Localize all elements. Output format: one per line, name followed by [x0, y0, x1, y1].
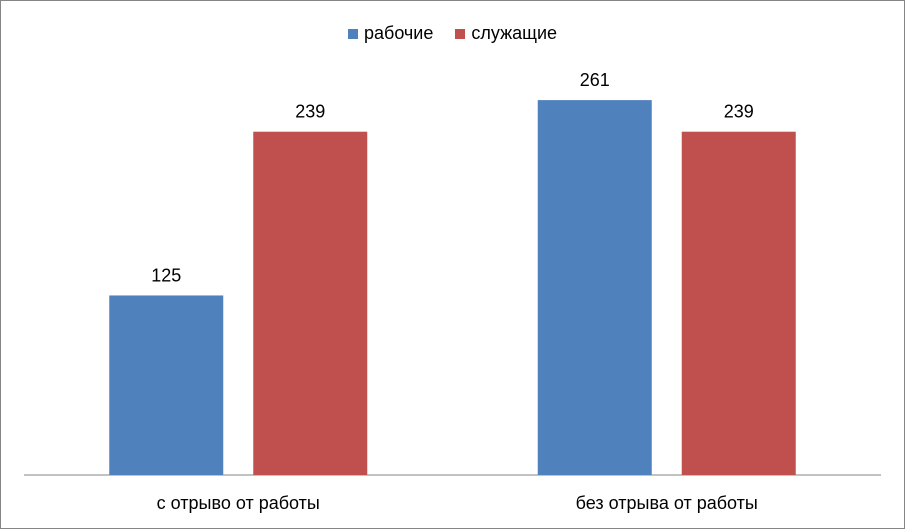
legend-label-series-1: рабочие [363, 23, 434, 43]
legend-swatch-series-1 [347, 28, 358, 39]
x-tick-label-1: с отрыво от работы [157, 493, 320, 513]
bar-series-1-cat-1 [109, 295, 224, 475]
bar-series-2-cat-2 [681, 131, 796, 475]
legend-item-series-2: служащие [455, 23, 557, 44]
data-label-series-2-cat-1: 239 [295, 102, 325, 122]
legend-swatch-series-2 [455, 28, 466, 39]
legend-item-series-1: рабочие [347, 23, 434, 44]
data-label-series-1-cat-1: 125 [151, 265, 181, 285]
x-tick-label-2: без отрыва от работы [576, 493, 758, 513]
legend-label-series-2: служащие [471, 23, 558, 43]
data-label-series-1-cat-2: 261 [580, 70, 610, 90]
bar-series-1-cat-2 [537, 100, 652, 475]
bar-series-2-cat-1 [253, 131, 368, 475]
data-label-series-2-cat-2: 239 [724, 102, 754, 122]
legend: рабочие служащие [1, 23, 904, 44]
